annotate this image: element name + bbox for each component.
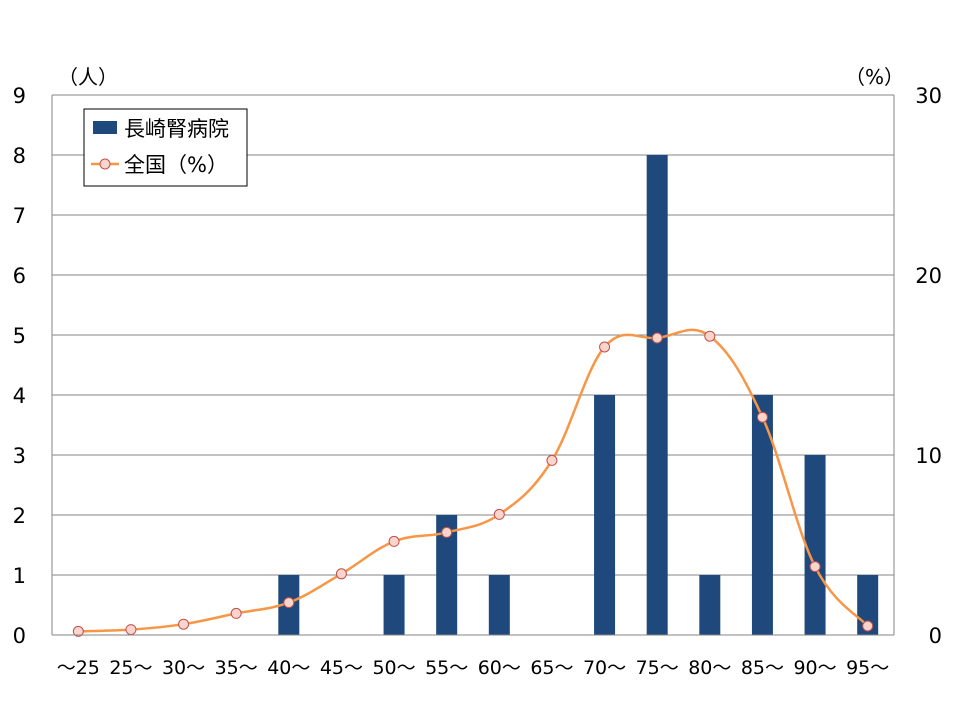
left-axis-tick-label: 9 — [13, 84, 26, 108]
line-point — [335, 568, 347, 580]
left-axis-tick-label: 8 — [13, 144, 26, 168]
right-axis-tick-label: 0 — [929, 624, 942, 648]
left-axis-tick-label: 7 — [13, 204, 26, 228]
legend-line-marker — [99, 158, 111, 170]
left-axis-tick-label: 5 — [13, 324, 26, 348]
line-series — [72, 328, 874, 637]
line-point — [756, 411, 768, 423]
x-axis-tick-label: 80～ — [688, 657, 731, 679]
left-axis-unit-label: （人） — [58, 65, 118, 89]
left-axis-tick-label: 1 — [13, 564, 26, 588]
right-axis-tick-label: 20 — [915, 264, 942, 288]
right-axis-tick-label: 30 — [915, 84, 942, 108]
left-axis-tick-label: 2 — [13, 504, 26, 528]
x-axis-tick-label: 85～ — [741, 657, 784, 679]
x-axis-tick-label: 30～ — [162, 657, 205, 679]
x-axis-tick-label: 55～ — [425, 657, 468, 679]
legend-bar-swatch — [93, 121, 117, 134]
line-point — [599, 341, 611, 353]
x-axis-tick-label: 70～ — [583, 657, 626, 679]
x-axis-tick-label: 90～ — [793, 657, 836, 679]
x-axis-tick-label: 50～ — [372, 657, 415, 679]
legend-label-line-series: 全国（%） — [124, 153, 228, 177]
line-point — [230, 607, 242, 619]
x-axis-tick-label: ～25 — [57, 657, 100, 679]
x-axis-tick-label: 60～ — [478, 657, 521, 679]
line-point — [493, 508, 505, 520]
gridlines — [52, 94, 894, 576]
x-axis-tick-label: 35～ — [215, 657, 258, 679]
x-axis-tick-label: 45～ — [320, 657, 363, 679]
bar — [383, 575, 405, 635]
bar — [594, 395, 616, 635]
bar — [804, 455, 826, 635]
line-point — [283, 597, 295, 609]
left-axis-tick-label: 3 — [13, 444, 26, 468]
line-point — [72, 625, 84, 637]
bar — [436, 515, 458, 635]
x-axis-tick-label: 40～ — [267, 657, 310, 679]
axes: 0 1 2 3 4 5 6 7 8 9 0 10 20 30 ～25 25～ 30～ 35～ 40～ 45～ 50～ 55… — [13, 84, 942, 679]
legend-label-bar-series: 長崎腎病院 — [124, 117, 229, 141]
x-axis-tick-label: 75～ — [636, 657, 679, 679]
x-axis-tick-label: 95～ — [846, 657, 889, 679]
left-axis-tick-label: 4 — [13, 384, 26, 408]
legend: 長崎腎病院 全国（%） — [83, 108, 248, 187]
bar — [751, 395, 773, 635]
bar-series — [278, 155, 879, 635]
bar — [488, 575, 510, 635]
line-point — [809, 561, 821, 573]
x-axis-tick-label: 25～ — [109, 657, 152, 679]
line-point — [704, 330, 716, 342]
line-point — [388, 535, 400, 547]
left-axis-tick-label: 6 — [13, 264, 26, 288]
line-point — [546, 454, 558, 466]
right-axis-tick-label: 10 — [915, 444, 942, 468]
right-axis-unit-label: （%） — [845, 65, 904, 89]
line-point — [125, 624, 137, 636]
series-line — [78, 328, 869, 633]
line-point — [862, 620, 874, 632]
line-point — [651, 332, 663, 344]
x-axis-tick-label: 65～ — [530, 657, 573, 679]
bar — [699, 575, 721, 635]
left-axis-tick-label: 0 — [13, 624, 26, 648]
line-point — [178, 618, 190, 630]
line-point — [441, 526, 453, 538]
bar — [646, 155, 668, 635]
